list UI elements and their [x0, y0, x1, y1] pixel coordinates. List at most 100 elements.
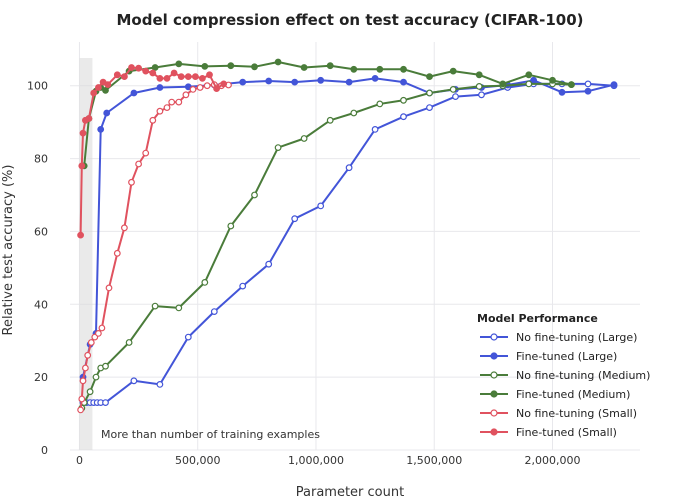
data-point	[558, 88, 566, 96]
data-point	[584, 80, 592, 88]
data-point	[239, 282, 247, 290]
data-point	[265, 260, 273, 268]
data-point	[213, 85, 221, 92]
data-point	[149, 69, 157, 77]
data-point	[182, 91, 190, 99]
legend-swatch-marker	[490, 352, 498, 360]
data-point	[326, 116, 334, 124]
x-tick-label: 500,000	[175, 454, 221, 467]
y-tick-label: 100	[27, 80, 48, 93]
data-point	[90, 89, 98, 97]
data-point	[227, 62, 235, 70]
data-point	[376, 65, 384, 73]
data-point	[251, 191, 258, 199]
data-point	[151, 302, 159, 310]
data-point	[113, 71, 121, 79]
series-no-fine-tuning-medium	[78, 80, 575, 412]
data-point	[251, 63, 258, 71]
y-tick-label: 60	[34, 225, 48, 238]
legend-title: Model Performance	[477, 312, 598, 325]
x-tick-label: 1,500,000	[406, 454, 462, 467]
data-point	[177, 73, 185, 80]
data-point	[135, 160, 143, 168]
data-point	[400, 113, 407, 121]
data-point	[84, 351, 92, 359]
legend-item: No fine-tuning (Medium)	[480, 369, 650, 382]
legend-item: Fine-tuned (Medium)	[480, 388, 630, 401]
data-point	[128, 178, 135, 186]
data-point	[120, 224, 128, 232]
data-point	[78, 162, 86, 170]
data-point	[92, 373, 100, 381]
data-point	[371, 125, 379, 133]
y-axis-title: Relative test accuracy (%)	[1, 165, 16, 336]
data-point	[291, 215, 299, 223]
data-point	[184, 73, 192, 80]
data-point	[78, 395, 86, 403]
data-point	[317, 202, 325, 210]
data-point	[175, 60, 183, 68]
y-tick-label: 40	[34, 298, 48, 311]
y-tick-label: 20	[34, 371, 48, 384]
legend-swatch-marker	[490, 428, 498, 436]
data-point	[168, 98, 176, 106]
data-point	[77, 231, 84, 239]
data-point	[400, 65, 407, 73]
data-point	[79, 377, 87, 385]
data-point	[317, 76, 325, 84]
data-point	[170, 69, 178, 77]
data-point	[156, 381, 164, 388]
data-point	[189, 85, 197, 93]
data-point	[130, 377, 138, 385]
data-point	[175, 304, 183, 312]
data-point	[156, 74, 164, 82]
data-point	[475, 71, 483, 79]
data-point	[196, 84, 204, 91]
data-point	[265, 77, 273, 85]
data-point	[120, 73, 128, 80]
data-point	[345, 78, 353, 86]
data-point	[376, 100, 384, 108]
data-point	[300, 64, 308, 71]
legend-swatch-marker	[490, 371, 498, 379]
legend-item: No fine-tuning (Large)	[480, 331, 637, 344]
data-point	[81, 364, 89, 372]
data-point	[426, 89, 433, 97]
data-point	[274, 144, 282, 152]
data-point	[201, 279, 209, 286]
x-axis: 0 500,000 1,000,000 1,500,000 2,000,000	[76, 454, 581, 467]
legend-label: No fine-tuning (Small)	[516, 407, 637, 420]
data-point	[102, 86, 109, 94]
chart-title: Model compression effect on test accurac…	[116, 11, 583, 29]
data-point	[291, 78, 299, 86]
data-point	[87, 339, 95, 346]
x-axis-title: Parameter count	[296, 485, 404, 500]
data-point	[300, 135, 308, 142]
data-point	[478, 91, 485, 99]
data-point	[220, 80, 228, 88]
x-tick-label: 2,000,000	[524, 454, 580, 467]
data-point	[98, 324, 106, 332]
data-point	[175, 98, 183, 106]
shaded-region-label: More than number of training examples	[101, 428, 320, 441]
data-point	[345, 164, 353, 172]
x-tick-label: 0	[76, 454, 83, 467]
data-point	[449, 85, 457, 93]
x-tick-label: 1,000,000	[288, 454, 344, 467]
series-layer	[77, 58, 618, 414]
data-point	[142, 67, 150, 75]
data-point	[584, 87, 592, 95]
data-point	[85, 115, 93, 122]
data-point	[549, 76, 556, 84]
data-point	[350, 109, 358, 117]
legend-swatch-marker	[490, 390, 498, 398]
series-fine-tuned-small	[77, 64, 228, 239]
data-point	[149, 116, 157, 124]
data-point	[94, 84, 102, 91]
data-point	[449, 67, 457, 75]
data-point	[151, 64, 159, 71]
data-point	[201, 63, 209, 70]
legend-label: Fine-tuned (Large)	[516, 350, 617, 363]
